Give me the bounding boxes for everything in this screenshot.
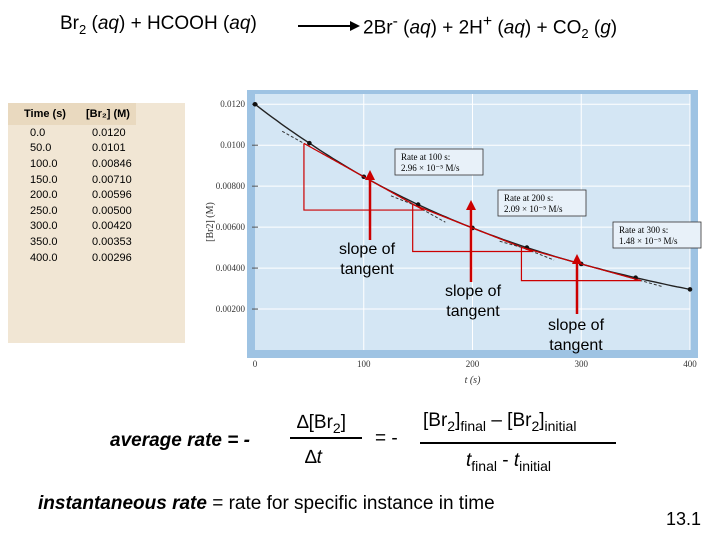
final-fraction-bar — [420, 442, 616, 444]
instantaneous-term: instantaneous rate — [38, 493, 207, 514]
table-cell-time: 250.0 — [30, 204, 58, 217]
y-axis-label: [Br2] (M) — [205, 202, 216, 242]
avg-numerator: ∆[Br2] — [297, 412, 346, 436]
table-row: 100.0 0.00846 — [8, 156, 136, 172]
table-row: 50.0 0.0101 — [8, 141, 136, 157]
y-tick-label: 0.0120 — [220, 99, 245, 109]
table-row: 0.0 0.0120 — [8, 125, 136, 141]
rate-label-line1: Rate at 300 s: — [619, 225, 668, 235]
x-tick-label: 400 — [683, 359, 697, 369]
instantaneous-text: = rate for specific instance in time — [206, 493, 495, 514]
table-row: 250.0 0.00500 — [8, 203, 136, 219]
reaction-products: 2Br- (aq) + 2H+ (aq) + CO2 (g) — [363, 13, 618, 42]
y-tick-label: 0.00800 — [216, 181, 246, 191]
tangent-triangle — [303, 143, 424, 211]
rate-label-line1: Rate at 200 s: — [504, 193, 553, 203]
rate-label-box — [394, 148, 484, 176]
table-cell-time: 400.0 — [30, 251, 58, 264]
table-cell-conc: 0.00353 — [91, 235, 132, 248]
table-cell-time: 50.0 — [30, 142, 52, 155]
data-point — [252, 101, 258, 107]
table-header-conc: [Br₂] (M) — [85, 108, 130, 120]
x-axis-label: t (s) — [465, 375, 482, 386]
y-tick-label: 0.00400 — [216, 263, 246, 273]
concentration-chart: 0.00200 0.00400 0.00600 0.00800 0.0100 0.0120… — [205, 90, 702, 386]
table-cell-conc: 0.0101 — [91, 142, 126, 155]
data-point — [687, 287, 693, 292]
table-cell-conc: 0.00846 — [91, 157, 132, 170]
table-cell-time: 0.0 — [30, 126, 46, 139]
rate-label-box — [497, 189, 587, 217]
table-header-time: Time (s) — [24, 108, 66, 120]
y-tick-label: 0.00200 — [216, 304, 246, 314]
table-cell-conc: 0.00710 — [91, 173, 132, 186]
table-cell-time: 300.0 — [30, 220, 58, 233]
table-cell-conc: 0.00296 — [91, 251, 132, 264]
callout-slope-3: slope of tangent — [547, 317, 605, 354]
table-cell-conc: 0.0120 — [91, 126, 126, 139]
x-tick-label: 300 — [575, 359, 589, 369]
table-row: 300.0 0.00420 — [8, 219, 136, 235]
rate-label-box — [612, 221, 702, 249]
slide-number: 13.1 — [666, 509, 702, 529]
reaction-reactants: Br2 (aq) + HCOOH (aq) — [60, 13, 257, 37]
callout-slope-1: slope of tangent — [338, 241, 396, 278]
rate-label-line2: 2.09 × 10⁻⁵ M/s — [504, 204, 563, 214]
table-row: 350.0 0.00353 — [8, 234, 136, 250]
average-rate-label: average rate = - — [110, 430, 250, 451]
table-cell-time: 200.0 — [30, 189, 58, 202]
avg-equals: = - — [375, 428, 398, 449]
table-cell-time: 350.0 — [30, 235, 58, 248]
final-denominator: tfinal - tinitial — [466, 450, 552, 474]
table-row: 200.0 0.00596 — [8, 187, 136, 203]
avg-denominator: ∆t — [305, 447, 322, 468]
data-table: Time (s) [Br₂] (M) 0.0 0.0120 50.0 0.0101 10… — [8, 103, 136, 265]
tangent-hypotenuse — [303, 142, 424, 211]
callout-arrow-head — [466, 200, 476, 210]
tangent-triangle — [412, 204, 533, 253]
table-cell-conc: 0.00500 — [91, 204, 132, 217]
y-tick-label: 0.00600 — [216, 222, 246, 232]
y-tick-label: 0.0100 — [220, 140, 245, 150]
rate-label-line2: 1.48 × 10⁻⁵ M/s — [619, 236, 678, 246]
table-row: 400.0 0.00296 — [8, 250, 136, 266]
table-cell-time: 100.0 — [30, 157, 58, 170]
tangent-triangle — [520, 247, 642, 282]
data-table-panel: Time (s) [Br₂] (M) 0.0 0.0120 50.0 0.0101 10… — [8, 103, 185, 343]
callout-slope-2: slope of tangent — [444, 283, 502, 320]
data-point — [307, 140, 312, 146]
tangent-hypotenuse — [412, 203, 533, 253]
avg-fraction-bar — [290, 437, 362, 439]
table-cell-time: 150.0 — [30, 173, 58, 186]
rate-label-line2: 2.96 × 10⁻⁵ M/s — [401, 163, 460, 173]
final-numerator: [Br2]final – [Br2]initial — [423, 410, 577, 434]
x-tick-label: 200 — [466, 359, 480, 369]
table-cell-conc: 0.00420 — [91, 220, 132, 233]
callout-arrow-head — [572, 254, 582, 264]
instantaneous-definition: instantaneous rate = rate for specific i… — [38, 493, 495, 515]
callout-arrow-head — [365, 170, 375, 180]
x-tick-label: 100 — [357, 359, 371, 369]
rate-label-line1: Rate at 100 s: — [401, 152, 450, 162]
table-cell-conc: 0.00596 — [91, 189, 132, 202]
x-tick-label: 0 — [253, 359, 258, 369]
reaction-arrow-icon — [298, 21, 360, 31]
table-row: 150.0 0.00710 — [8, 172, 136, 188]
